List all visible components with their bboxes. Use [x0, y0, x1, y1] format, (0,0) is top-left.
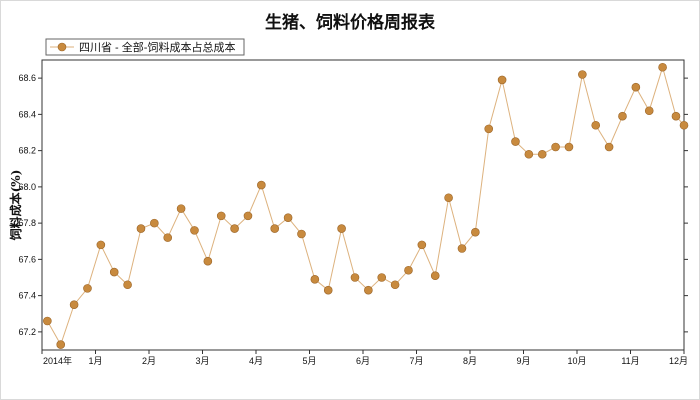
legend-marker [57, 42, 67, 52]
x-tick-label: 6月 [356, 356, 370, 366]
data-point [257, 180, 266, 190]
x-tick-label: 9月 [516, 356, 530, 366]
y-tick-label: 67.6 [18, 254, 36, 264]
plot-area [41, 59, 685, 351]
x-axis: 2014年 1月 2月 3月 4月 5月 6月 7月 8月 9月 10月 11月 12月 [41, 350, 688, 366]
y-axis: 67.2 67.4 67.6 67.8 68.0 68.2 68.4 68.6 [18, 73, 688, 337]
data-point [658, 62, 667, 72]
x-tick-label: 11月 [621, 356, 639, 366]
y-tick-label: 68.0 [18, 182, 36, 192]
data-point [270, 224, 280, 233]
data-point [618, 111, 627, 121]
data-point [524, 149, 534, 159]
data-point [337, 224, 346, 233]
series-group [43, 62, 689, 349]
legend: 四川省 - 全部-饲料成本占总成本 [45, 38, 245, 56]
x-tick-label: 3月 [195, 356, 209, 366]
data-point [564, 142, 574, 152]
data-point [323, 285, 333, 295]
data-point [190, 226, 199, 235]
data-point [83, 284, 92, 293]
y-tick-label: 67.2 [18, 327, 36, 337]
x-tick-label: 10月 [567, 356, 586, 366]
data-point [96, 240, 106, 250]
data-point [537, 149, 547, 159]
y-tick-label: 67.4 [18, 291, 36, 301]
data-point [457, 244, 467, 253]
data-point [430, 271, 440, 280]
data-point [123, 280, 132, 290]
y-tick-label: 68.4 [18, 109, 36, 119]
x-tick-label: 8月 [463, 356, 477, 366]
data-point [644, 106, 654, 116]
data-point [56, 340, 66, 349]
data-point [631, 82, 641, 92]
x-tick-label: 2月 [142, 356, 156, 366]
x-tick-label: 12月 [669, 356, 688, 366]
data-point [671, 111, 681, 121]
legend-box [45, 38, 245, 56]
x-tick-label: 4月 [249, 356, 263, 366]
data-point [578, 70, 587, 79]
data-point [390, 280, 400, 290]
data-point [404, 265, 413, 275]
data-point [377, 273, 387, 282]
data-point [511, 137, 520, 146]
data-point [591, 120, 601, 130]
data-point [283, 213, 293, 222]
data-point [43, 316, 52, 326]
data-point [444, 193, 453, 203]
x-tick-label: 2014年 [43, 355, 72, 366]
data-point [484, 124, 494, 134]
data-point [243, 211, 253, 221]
data-point [69, 300, 79, 309]
legend-label: 四川省 - 全部-饲料成本占总成本 [79, 40, 235, 54]
y-tick-label: 68.2 [18, 146, 36, 156]
data-point [203, 256, 213, 266]
data-point [364, 285, 373, 295]
x-tick-label: 7月 [409, 356, 423, 366]
x-tick-label: 1月 [88, 356, 102, 366]
data-point [176, 204, 186, 213]
data-point [604, 142, 614, 152]
data-point [163, 233, 173, 242]
data-point [297, 229, 306, 239]
chart-title: 生猪、饲料价格周报表 [265, 13, 435, 33]
data-point [109, 267, 119, 277]
x-tick-label: 5月 [302, 356, 316, 366]
data-point [230, 224, 239, 233]
data-point [150, 218, 159, 228]
data-point [497, 75, 507, 85]
y-tick-label: 67.8 [18, 218, 36, 228]
data-point [417, 240, 427, 250]
data-point [310, 275, 320, 284]
data-point [136, 224, 146, 233]
data-point [679, 120, 689, 130]
data-point [216, 211, 226, 221]
data-point [551, 142, 560, 152]
data-point [471, 227, 480, 237]
data-point [350, 273, 360, 282]
y-tick-label: 68.6 [18, 73, 36, 83]
series-line [46, 65, 685, 346]
y-axis-label: 饲料成本(%) [8, 170, 23, 242]
